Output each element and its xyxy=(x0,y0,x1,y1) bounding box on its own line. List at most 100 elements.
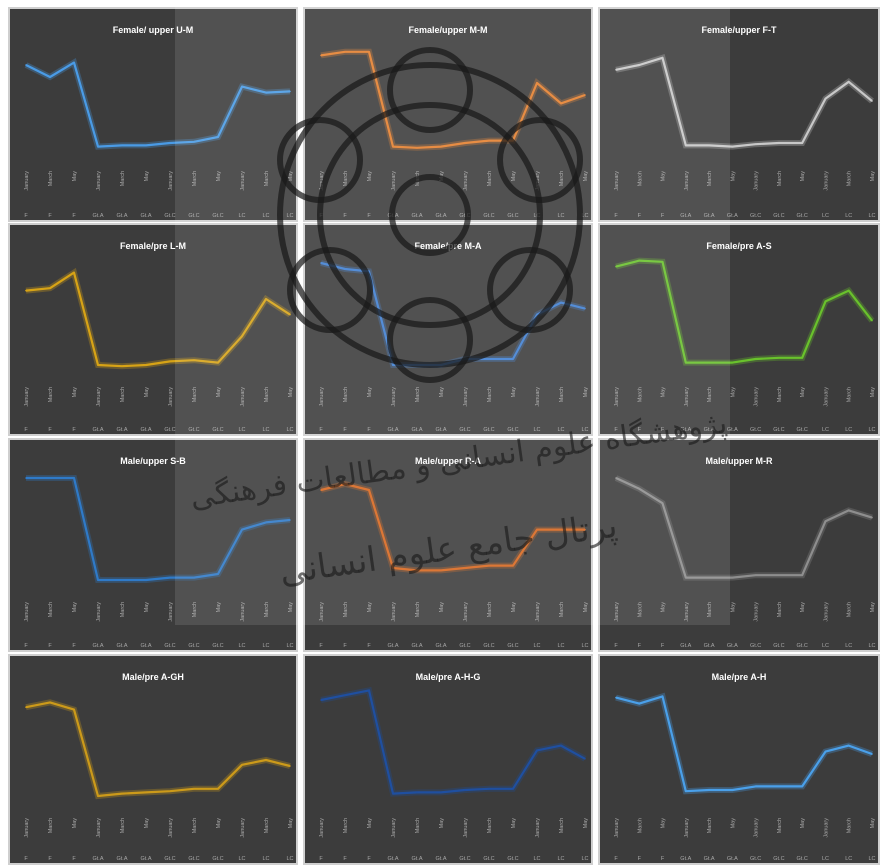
x-group-label: Gt.A xyxy=(727,856,738,862)
x-group-label: Gt.A xyxy=(680,213,691,219)
x-tick-label: March xyxy=(847,602,853,617)
chart-panel: Female/pre M-A January March May January Marc… xyxy=(303,223,593,436)
x-tick-label: May xyxy=(730,818,736,829)
data-point xyxy=(801,142,803,144)
x-group-label: LC xyxy=(822,213,829,219)
data-point xyxy=(488,564,490,567)
data-point xyxy=(638,702,641,705)
x-group-label: F xyxy=(319,213,323,219)
x-group-label: F xyxy=(343,213,347,219)
x-tick-label: May xyxy=(583,387,589,398)
data-point xyxy=(193,359,195,361)
x-group-label: Gt.C xyxy=(164,856,175,862)
x-group-label: F xyxy=(367,213,371,219)
x-tick-label: March xyxy=(343,387,349,402)
data-point xyxy=(344,694,346,696)
data-point xyxy=(25,289,27,292)
x-group-label: F xyxy=(319,427,323,433)
series-line xyxy=(320,689,586,795)
x-group-label: LC xyxy=(238,856,245,862)
x-group-label: LC xyxy=(868,213,875,219)
line-chart: January March May January March May January Mar… xyxy=(614,257,876,433)
x-group-label: F xyxy=(319,643,323,649)
data-point xyxy=(464,567,466,569)
x-group-label: LC xyxy=(286,643,293,649)
x-group-label: Gt.C xyxy=(773,427,784,433)
x-group-label: Gt.A xyxy=(92,427,103,433)
x-tick-label: March xyxy=(559,171,565,186)
x-tick-label: January xyxy=(463,171,469,191)
x-group-label: Gt.A xyxy=(680,643,691,649)
x-group-label: Gt.A xyxy=(411,427,422,433)
x-tick-label: May xyxy=(583,818,589,829)
x-tick-label: January xyxy=(319,818,325,838)
x-tick-label: January xyxy=(240,602,246,622)
x-group-label: F xyxy=(638,427,642,433)
x-group-label: Gt.A xyxy=(704,856,715,862)
x-tick-label: January xyxy=(535,818,541,838)
data-point xyxy=(661,502,664,504)
chart-panel: Male/upper S-B January March May January Marc… xyxy=(8,438,298,652)
x-group-label: LC xyxy=(822,856,829,862)
data-point xyxy=(320,262,322,264)
data-point xyxy=(584,94,586,96)
data-point xyxy=(193,788,195,790)
x-tick-label: May xyxy=(367,818,373,829)
x-group-label: Gt.C xyxy=(459,427,470,433)
series-line xyxy=(25,271,291,368)
x-group-label: F xyxy=(343,643,347,649)
x-tick-label: January xyxy=(391,818,397,838)
data-point xyxy=(731,361,734,364)
data-point xyxy=(121,365,123,367)
x-tick-label: January xyxy=(319,171,325,191)
x-group-label: LC xyxy=(238,643,245,649)
data-point xyxy=(536,313,538,316)
data-point xyxy=(265,759,267,761)
x-group-label: Gt.C xyxy=(459,856,470,862)
x-tick-label: May xyxy=(367,171,373,182)
x-tick-label: March xyxy=(343,818,349,833)
x-group-label: LC xyxy=(822,643,829,649)
x-tick-label: January xyxy=(96,387,102,407)
data-point xyxy=(368,489,370,491)
x-tick-label: May xyxy=(511,387,517,398)
x-group-label: LC xyxy=(845,643,852,649)
x-tick-label: March xyxy=(415,171,421,186)
data-point xyxy=(193,141,195,143)
x-group-label: LC xyxy=(868,856,875,862)
data-point xyxy=(615,265,617,268)
x-tick-label: March xyxy=(192,171,198,186)
x-group-label: Gt.C xyxy=(483,643,494,649)
data-point xyxy=(778,574,780,576)
chart-panel: Female/upper M-M January March May January Ma… xyxy=(303,7,593,222)
x-tick-label: March xyxy=(192,602,198,617)
data-point xyxy=(778,357,780,359)
data-point xyxy=(512,564,514,567)
series-line-glow xyxy=(615,257,875,366)
x-tick-label: March xyxy=(48,171,54,186)
x-tick-label: March xyxy=(777,602,783,617)
data-point xyxy=(73,61,75,64)
data-point xyxy=(754,574,757,576)
x-tick-label: May xyxy=(144,387,150,398)
data-point xyxy=(685,576,687,579)
data-point xyxy=(778,142,780,144)
x-tick-label: March xyxy=(707,171,713,186)
data-point xyxy=(416,791,418,794)
x-group-label: Gt.A xyxy=(92,856,103,862)
data-point xyxy=(241,85,243,88)
data-point xyxy=(265,521,267,524)
series-line-glow xyxy=(320,480,585,574)
x-tick-label: January xyxy=(24,387,30,407)
data-point xyxy=(824,520,827,522)
x-group-label: Gt.C xyxy=(797,213,808,219)
x-group-label: Gt.C xyxy=(212,643,223,649)
chart-title: Male/pre A-GH xyxy=(122,672,184,682)
data-point xyxy=(169,360,171,363)
chart-title: Male/upper R-A xyxy=(414,456,481,466)
data-point xyxy=(289,519,291,521)
x-tick-label: March xyxy=(264,171,270,186)
x-tick-label: January xyxy=(535,171,541,191)
x-group-label: Gt.C xyxy=(188,427,199,433)
series-line-glow xyxy=(320,260,586,368)
